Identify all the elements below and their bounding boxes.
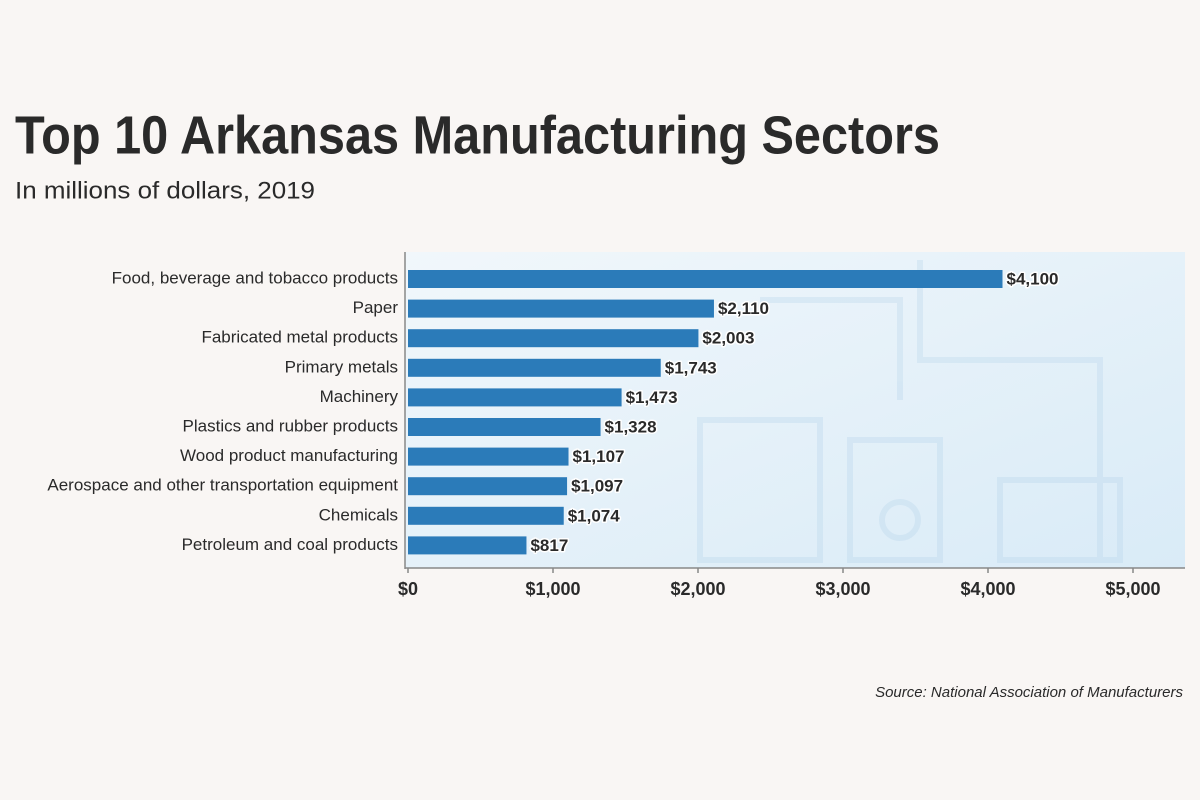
x-tick-label: $5,000: [1105, 579, 1160, 599]
value-label: $2,003: [702, 329, 754, 348]
bar: [408, 477, 568, 496]
value-label: $1,328: [605, 417, 657, 436]
value-label: $2,110: [718, 299, 769, 318]
bar: [408, 388, 622, 407]
category-label: Food, beverage and tobacco products: [112, 268, 398, 287]
category-label: Plastics and rubber products: [183, 416, 398, 435]
value-label: $1,473: [626, 388, 678, 407]
value-label: $817: [530, 536, 568, 555]
category-label: Machinery: [320, 387, 399, 406]
bar: [408, 358, 661, 377]
chart-subtitle: In millions of dollars, 2019: [15, 177, 315, 204]
x-tick-label: $3,000: [815, 579, 870, 599]
bar: [408, 329, 699, 348]
category-label: Paper: [353, 298, 399, 317]
value-label: $1,074: [568, 506, 621, 525]
x-tick-label: $1,000: [525, 579, 580, 599]
category-label: Aerospace and other transportation equip…: [47, 476, 398, 495]
value-label: $1,743: [665, 358, 717, 377]
category-label: Petroleum and coal products: [182, 535, 398, 554]
bar: [408, 270, 1003, 288]
value-label: $1,097: [571, 477, 623, 496]
value-label: $1,107: [573, 447, 625, 466]
bar: [408, 418, 601, 436]
value-label: $4,100: [1007, 269, 1059, 288]
category-label: Primary metals: [285, 357, 398, 376]
bar: [408, 506, 564, 525]
category-label: Wood product manufacturing: [180, 446, 398, 465]
x-tick-label: $4,000: [960, 579, 1015, 599]
x-tick-label: $2,000: [670, 579, 725, 599]
category-label: Chemicals: [319, 505, 398, 524]
x-tick-label: $0: [398, 579, 418, 599]
category-label: Fabricated metal products: [201, 328, 398, 347]
factory-illustration: [697, 260, 1123, 563]
bar: [408, 447, 569, 466]
bar: [408, 299, 714, 318]
source-note: Source: National Association of Manufact…: [875, 684, 1183, 701]
chart-title: Top 10 Arkansas Manufacturing Sectors: [15, 105, 940, 165]
bar: [408, 536, 527, 555]
